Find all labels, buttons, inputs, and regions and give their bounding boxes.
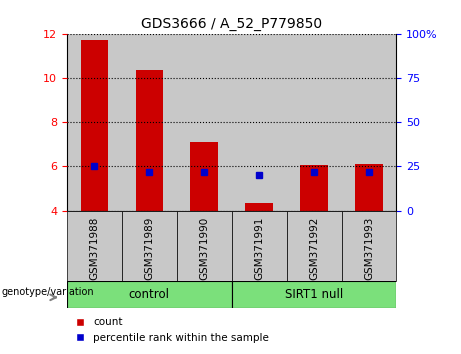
Bar [67, 281, 231, 308]
Text: GSM371992: GSM371992 [309, 216, 319, 280]
Bar [342, 211, 396, 281]
Bar [355, 164, 383, 211]
Bar [190, 142, 218, 211]
Text: GSM371988: GSM371988 [89, 216, 99, 280]
Text: genotype/variation: genotype/variation [1, 287, 94, 297]
Bar [245, 203, 273, 211]
Bar [67, 34, 122, 211]
Text: GSM371990: GSM371990 [199, 216, 209, 280]
Bar [231, 281, 396, 308]
Bar [177, 211, 231, 281]
Legend: count, percentile rank within the sample: count, percentile rank within the sample [72, 313, 273, 347]
Text: control: control [129, 288, 170, 301]
Bar [300, 165, 328, 211]
Bar [136, 70, 163, 211]
Text: GSM371993: GSM371993 [364, 216, 374, 280]
Bar [122, 211, 177, 281]
Bar [231, 211, 287, 281]
Text: SIRT1 null: SIRT1 null [285, 288, 343, 301]
Text: GSM371989: GSM371989 [144, 216, 154, 280]
Title: GDS3666 / A_52_P779850: GDS3666 / A_52_P779850 [141, 17, 322, 31]
Bar [81, 40, 108, 211]
Bar [122, 34, 177, 211]
Bar [67, 211, 122, 281]
Bar [342, 34, 396, 211]
Text: GSM371991: GSM371991 [254, 216, 264, 280]
Bar [231, 34, 287, 211]
Bar [287, 34, 342, 211]
Bar [287, 211, 342, 281]
Bar [177, 34, 231, 211]
